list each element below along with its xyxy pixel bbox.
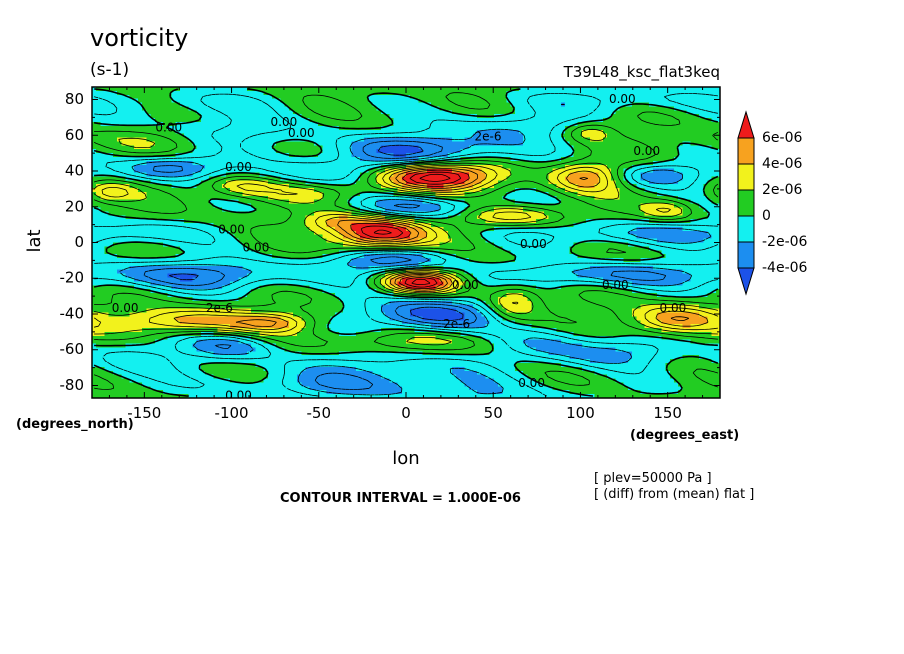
colorbar: 6e-06 4e-06 2e-06 0 -2e-06 -4e-06 (737, 110, 808, 296)
y-tick-label: 0 (74, 233, 84, 251)
contour-label: 0.00 (602, 278, 629, 292)
contour-label: 0.00 (218, 222, 245, 236)
contour-line (93, 128, 718, 346)
contour-lines (93, 88, 719, 397)
y-tick-label: -60 (60, 340, 85, 358)
colorbar-bin (737, 189, 755, 217)
contour-line (118, 103, 712, 396)
colorbar-bin (737, 110, 755, 139)
y-tick-label: 20 (65, 197, 84, 215)
x-axis-label: lon (392, 448, 419, 469)
y-tick-label: 60 (65, 126, 84, 144)
contour-label: 0.00 (288, 126, 315, 140)
colorbar-bin (737, 267, 755, 296)
colorbar-bin (737, 137, 755, 165)
contour-label: 0.00 (609, 92, 636, 106)
x-axis-units: (degrees_east) (630, 428, 739, 443)
x-tick-label: 50 (484, 404, 503, 422)
chart-units: (s-1) (90, 60, 129, 80)
y-tick-label: -80 (60, 376, 85, 394)
colorbar-bin (737, 163, 755, 191)
contour-line (173, 166, 709, 330)
y-tick-label: -20 (60, 269, 85, 287)
colorbar-label: 6e-06 (762, 130, 802, 146)
colorbar-label: -2e-06 (762, 234, 808, 250)
contour-label: 0.00 (452, 278, 479, 292)
contour-line (168, 144, 464, 321)
y-tick-label: 40 (65, 162, 84, 180)
colorbar-bin (737, 215, 755, 243)
contour-label: 0.00 (243, 240, 270, 254)
chart-title: vorticity (90, 24, 188, 52)
contour-line (373, 173, 451, 285)
contour-label: 0.00 (520, 237, 547, 251)
contour-line (93, 92, 719, 390)
contour-line (93, 164, 719, 333)
contour-line (350, 169, 470, 289)
x-axis: -150 -100 -50 0 50 100 150 (91, 87, 721, 422)
plev-note: [ plev=50000 Pa ] (594, 471, 712, 486)
colorbar-label: 2e-06 (762, 182, 802, 198)
colorbar-label: 0 (762, 208, 771, 224)
x-tick-label: 100 (566, 404, 595, 422)
contour-line (235, 168, 690, 327)
contour-label: 0.00 (225, 389, 252, 403)
contour-interval-note: CONTOUR INTERVAL = 1.000E-06 (280, 491, 521, 506)
x-tick-label: -150 (127, 404, 161, 422)
contour-line (360, 171, 462, 288)
contour-label: 0.00 (633, 144, 660, 158)
y-tick-label: 80 (65, 90, 84, 108)
contour-label: 2e-6 (474, 130, 501, 144)
y-axis-units: (degrees_north) (16, 417, 134, 432)
contour-label: 0.00 (271, 115, 298, 129)
x-tick-label: 0 (401, 404, 411, 422)
contour-label: 0.00 (155, 121, 182, 135)
contour-label: 0.00 (518, 376, 545, 390)
contour-label: 0.00 (225, 160, 252, 174)
experiment-label: T39L48_ksc_flat3keq (563, 63, 720, 82)
contour-label: 0.00 (112, 301, 139, 315)
colorbar-bin (737, 241, 755, 269)
x-tick-label: 150 (653, 404, 682, 422)
x-tick-label: -50 (307, 404, 332, 422)
colorbar-label: 4e-06 (762, 156, 802, 172)
contour-label: 2e-6 (443, 317, 470, 331)
contour-line (93, 93, 719, 397)
y-axis: -80 -60 -40 -20 0 20 40 60 80 (60, 90, 720, 394)
contour-label: 0.00 (660, 301, 687, 315)
x-tick-label: -100 (215, 404, 249, 422)
contour-label: 2e-6 (206, 301, 233, 315)
y-axis-label: lat (24, 229, 45, 252)
contour-line (143, 140, 667, 390)
y-tick-label: -40 (60, 304, 85, 322)
diff-note: [ (diff) from (mean) flat ] (594, 487, 754, 502)
contour-line (93, 88, 719, 397)
colorbar-label: -4e-06 (762, 260, 808, 276)
